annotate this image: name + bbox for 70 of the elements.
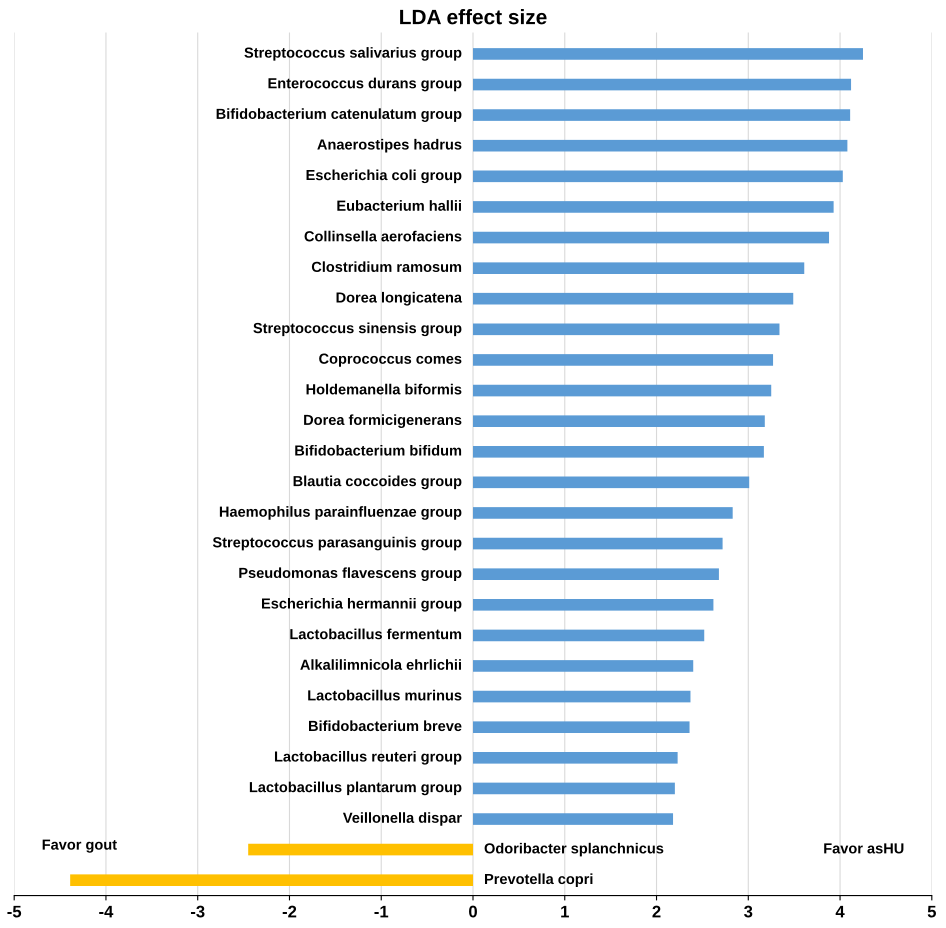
y-tick-label: Bifidobacterium bifidum bbox=[295, 444, 462, 456]
y-tick-label: Prevotella copri bbox=[484, 873, 592, 888]
y-tick-label: Lactobacillus reuteri group bbox=[274, 750, 462, 765]
x-tick-label: 0 bbox=[469, 906, 477, 918]
x-tick-label: -2 bbox=[282, 906, 296, 918]
y-tick-label: Eubacterium hallii bbox=[337, 200, 461, 211]
x-tick-label: 3 bbox=[744, 906, 752, 918]
y-tick-label: Lactobacillus murinus bbox=[308, 690, 462, 701]
x-tick-label: -1 bbox=[374, 906, 388, 918]
y-tick-label: Streptococcus sinensis group bbox=[253, 322, 462, 336]
y-tick-label: Enterococcus durans group bbox=[268, 78, 462, 92]
y-tick-label: Streptococcus salivarius group bbox=[244, 47, 462, 61]
y-tick-label: Anaerostipes hadrus bbox=[317, 138, 462, 153]
x-tick-label: 2 bbox=[652, 906, 660, 918]
chart-title: LDA effect size bbox=[400, 9, 547, 24]
bar bbox=[473, 292, 794, 305]
bar bbox=[473, 690, 690, 702]
y-tick-label: Blautia coccoides group bbox=[294, 476, 462, 490]
bar bbox=[473, 78, 852, 90]
bar bbox=[473, 384, 772, 396]
y-tick-label: Coprococcus comes bbox=[319, 354, 462, 367]
y-tick-label: Holdemanella biformis bbox=[306, 384, 462, 394]
y-tick-label: Bifidobacterium catenulatum group bbox=[216, 108, 462, 122]
y-tick-label: Veillonella dispar bbox=[342, 812, 462, 826]
bar bbox=[473, 324, 780, 336]
bar bbox=[473, 752, 678, 764]
y-tick-label: Odoribacter splanchnicus bbox=[484, 842, 664, 856]
x-tick-label: -3 bbox=[190, 906, 205, 918]
bar bbox=[473, 598, 714, 611]
x-tick-label: 5 bbox=[928, 906, 936, 918]
bar bbox=[473, 354, 774, 366]
bar bbox=[473, 140, 848, 152]
annotation: Favor asHU bbox=[824, 843, 904, 854]
bar bbox=[70, 874, 473, 886]
bar bbox=[473, 507, 733, 519]
y-tick-label: Streptococcus parasanguinis group bbox=[212, 536, 462, 550]
bar bbox=[473, 782, 675, 794]
bar bbox=[473, 170, 843, 182]
x-tick-label: -5 bbox=[7, 906, 22, 918]
y-tick-label: Haemophilus parainfluenzae group bbox=[220, 506, 462, 520]
bar bbox=[473, 415, 765, 427]
y-tick-label: Dorea longicatena bbox=[336, 292, 462, 306]
bar bbox=[473, 538, 723, 550]
y-tick-label: Alkalilimnicola ehrlichii bbox=[300, 659, 461, 670]
bar bbox=[248, 844, 473, 856]
y-tick-label: Lactobacillus fermentum bbox=[290, 628, 462, 640]
bar bbox=[473, 48, 863, 60]
bar bbox=[473, 201, 834, 213]
y-tick-label: Bifidobacterium breve bbox=[309, 720, 462, 732]
y-tick-label: Dorea formicigenerans bbox=[304, 414, 462, 428]
bar bbox=[473, 721, 690, 734]
bar bbox=[473, 232, 830, 244]
y-tick-label: Escherichia hermannii group bbox=[262, 598, 462, 612]
bar bbox=[473, 476, 750, 488]
bar bbox=[473, 813, 674, 825]
y-tick-label: Lactobacillus plantarum group bbox=[250, 782, 462, 796]
bar bbox=[473, 446, 764, 458]
x-tick-label: 4 bbox=[836, 906, 845, 918]
y-tick-label: Collinsella aerofaciens bbox=[304, 230, 462, 242]
bar bbox=[473, 262, 804, 274]
y-tick-label: Clostridium ramosum bbox=[312, 261, 462, 272]
y-tick-label: Escherichia coli group bbox=[306, 169, 462, 184]
x-tick-label: 1 bbox=[561, 906, 569, 918]
x-tick-label: -4 bbox=[99, 906, 114, 918]
bar bbox=[473, 109, 850, 121]
y-tick-label: Pseudomonas flavescens group bbox=[239, 567, 462, 582]
bar bbox=[473, 630, 704, 642]
annotation: Favor gout bbox=[42, 840, 117, 853]
bar bbox=[473, 568, 719, 580]
bar bbox=[473, 660, 694, 672]
